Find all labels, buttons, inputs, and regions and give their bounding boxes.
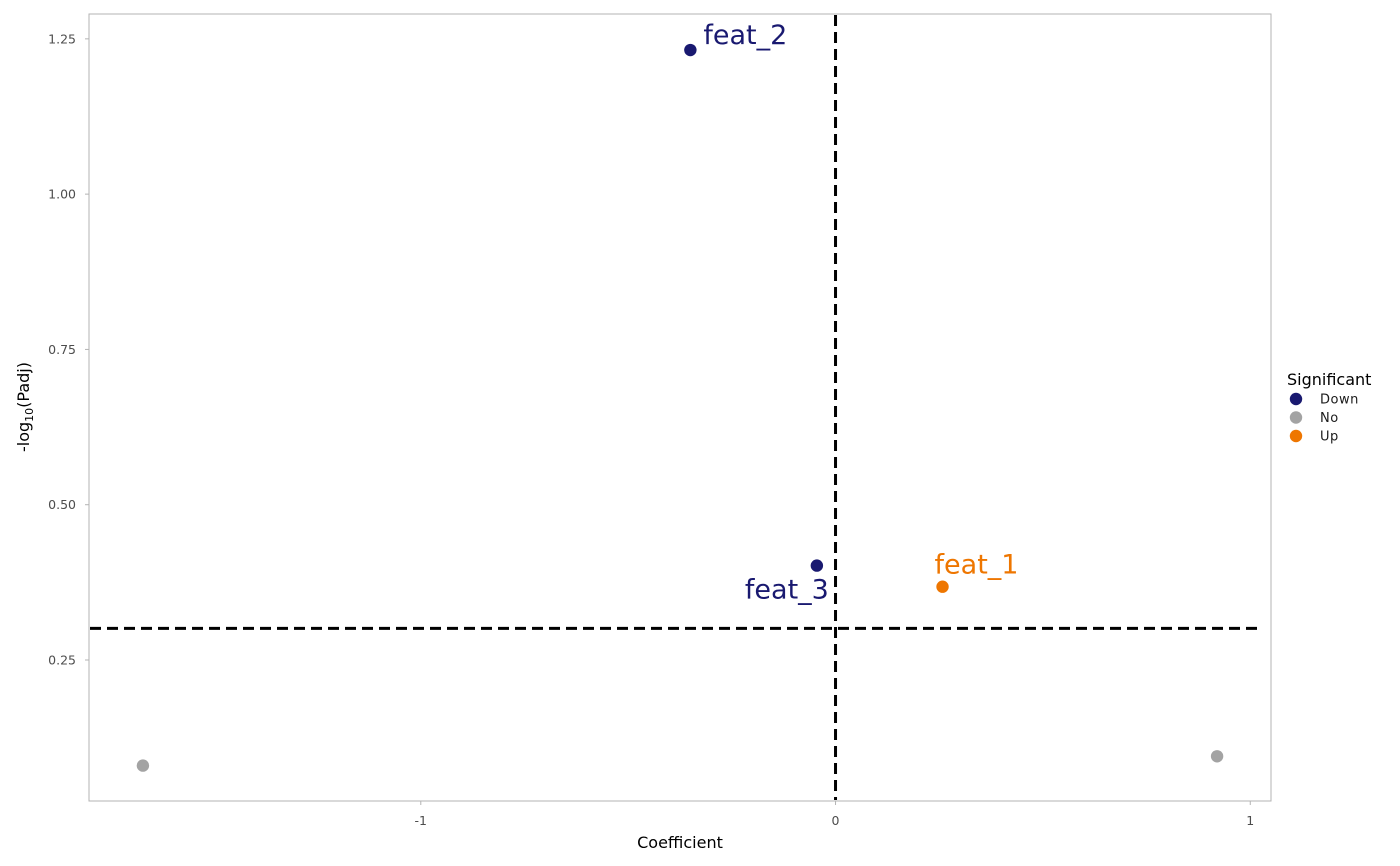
data-points: [136, 43, 1224, 772]
data-point: [684, 43, 697, 57]
x-tick-label: 1: [1246, 813, 1254, 828]
legend-key-up: [1289, 429, 1303, 443]
panel-border: [88, 13, 1272, 802]
y-tick-label: 0.75: [48, 342, 76, 357]
point-label: feat_2: [703, 20, 787, 51]
x-tick-label: 0: [832, 813, 840, 828]
data-point: [1210, 750, 1224, 763]
plot-panel: [88, 13, 1272, 802]
legend-key-no: [1289, 411, 1303, 424]
reference-lines: [90, 15, 1263, 800]
y-tick-label: 0.25: [48, 652, 76, 667]
legend-key-down: [1289, 392, 1303, 406]
y-tick-label: 1.25: [48, 31, 76, 46]
y-tick-label: 1.00: [48, 187, 76, 202]
point-label: feat_3: [745, 575, 829, 606]
data-point: [810, 559, 824, 572]
legend-label-no: No: [1320, 411, 1339, 426]
point-labels: feat_2 feat_3 feat_1: [703, 20, 1018, 606]
x-axis-title: Coefficient: [637, 833, 723, 852]
axis-ticks: -1 0 1 0.25 0.50 0.75 1.00 1.25: [48, 31, 1254, 828]
legend: Significant Down No Up: [1287, 370, 1371, 445]
legend-label-up: Up: [1320, 430, 1339, 445]
legend-label-down: Down: [1320, 393, 1359, 408]
data-point: [936, 580, 949, 593]
y-tick-label: 0.50: [48, 497, 76, 512]
x-tick-label: -1: [415, 813, 427, 828]
legend-title: Significant: [1287, 370, 1371, 389]
y-axis-title: -log10(Padj): [14, 362, 36, 452]
data-point: [136, 759, 150, 772]
point-label: feat_1: [935, 550, 1019, 581]
